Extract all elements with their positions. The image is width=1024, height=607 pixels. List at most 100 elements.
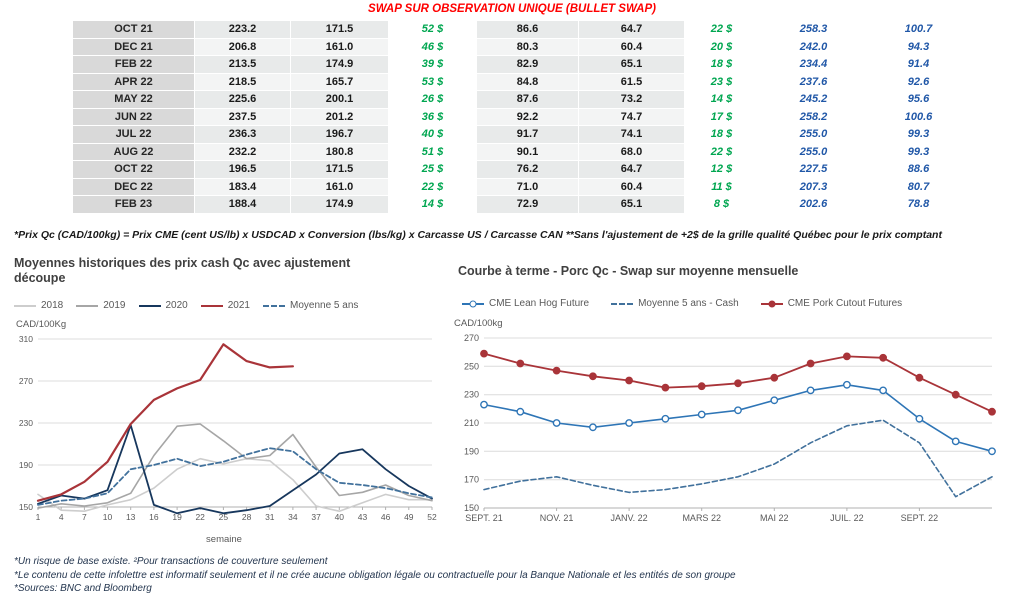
table-cell-value: 236.3 [194, 125, 291, 144]
svg-text:230: 230 [19, 418, 33, 428]
table-cell-value: 92.2 [476, 107, 579, 126]
table-footnote: *Prix Qc (CAD/100kg) = Prix CME (cent US… [14, 229, 942, 241]
legend-swatch [263, 304, 285, 307]
table-cell-value: 237.6 [758, 72, 869, 91]
table-row: JUN 22 237.5 201.2 36 $92.2 74.7 17 $258.2 100… [72, 107, 969, 126]
table-cell-value: 17 $ [684, 107, 759, 126]
table-row: OCT 22 196.5 171.5 25 $76.2 64.7 12 $227.5 88.… [72, 160, 969, 179]
table-cell-value: 14 $ [388, 195, 477, 214]
table-cell-value: 171.5 [290, 160, 389, 179]
table-cell-value: 73.2 [578, 90, 685, 109]
table-cell-value: 227.5 [758, 160, 869, 179]
legend-item-2018: 2018 [14, 300, 63, 311]
table-cell-value: 82.9 [476, 55, 579, 74]
table-cell-value: 90.1 [476, 142, 579, 161]
table-cell-value: 223.2 [194, 20, 291, 39]
table-cell-value: 91.4 [868, 55, 969, 74]
svg-text:7: 7 [82, 512, 87, 522]
svg-text:40: 40 [335, 512, 345, 522]
table-cell-value: 87.6 [476, 90, 579, 109]
table-cell-value: 86.6 [476, 20, 579, 39]
table-cell-value: 26 $ [388, 90, 477, 109]
svg-text:34: 34 [288, 512, 298, 522]
table-cell-value: 52 $ [388, 20, 477, 39]
table-cell-value: 65.1 [578, 55, 685, 74]
table-cell-value: 218.5 [194, 72, 291, 91]
table-cell-month: JUL 22 [72, 125, 195, 144]
table-cell-value: 255.0 [758, 125, 869, 144]
footnote-basis-risk: *Un risque de base existe. ²Pour transac… [14, 556, 328, 567]
table-cell-value: 12 $ [684, 160, 759, 179]
left-chart-title: Moyennes historiques des prix cash Qc av… [14, 256, 351, 285]
table-cell-value: 71.0 [476, 177, 579, 196]
footnote-disclaimer: *Le contenu de cette infolettre est info… [14, 569, 736, 581]
legend-label: 2019 [103, 300, 126, 311]
table-cell-month: OCT 21 [72, 20, 195, 39]
table-cell-value: 18 $ [684, 125, 759, 144]
table-cell-value: 258.3 [758, 20, 869, 39]
table-cell-value: 80.7 [868, 177, 969, 196]
svg-text:SEPT. 22: SEPT. 22 [901, 513, 939, 523]
legend-item-2019: 2019 [76, 300, 126, 311]
svg-text:13: 13 [126, 512, 136, 522]
svg-text:JANV. 22: JANV. 22 [610, 513, 647, 523]
svg-text:19: 19 [172, 512, 182, 522]
table-cell-month: DEC 21 [72, 37, 195, 56]
table-cell-value: 213.5 [194, 55, 291, 74]
svg-text:190: 190 [464, 446, 479, 456]
table-cell-value: 8 $ [684, 195, 759, 214]
table-cell-value: 180.8 [290, 142, 389, 161]
table-cell-value: 68.0 [578, 142, 685, 161]
legend-item-moyenne-5-ans-cash: Moyenne 5 ans - Cash [611, 298, 739, 309]
legend-swatch [14, 304, 36, 307]
table-cell-value: 92.6 [868, 72, 969, 91]
table-cell-value: 161.0 [290, 177, 389, 196]
table-cell-value: 225.6 [194, 90, 291, 109]
table-cell-value: 51 $ [388, 142, 477, 161]
table-cell-value: 245.2 [758, 90, 869, 109]
table-cell-value: 36 $ [388, 107, 477, 126]
right-chart-legend: CME Lean Hog Future Moyenne 5 ans - Cash C… [462, 298, 924, 309]
legend-marker-dot [768, 300, 776, 307]
table-cell-value: 196.5 [194, 160, 291, 179]
swap-table: OCT 21 223.2 171.5 52 $86.6 64.7 22 $258.3 100… [72, 20, 969, 214]
table-cell-value: 174.9 [290, 195, 389, 214]
table-cell-month: APR 22 [72, 72, 195, 91]
svg-text:JUIL. 22: JUIL. 22 [830, 513, 864, 523]
svg-text:4: 4 [59, 512, 64, 522]
footnote-sources: *Sources: BNC and Bloomberg [14, 583, 152, 594]
table-cell-value: 65.1 [578, 195, 685, 214]
right-chart-plot: 150 170 190 210 230 250 270 SEPT. 21 NOV. 21 JANV… [464, 333, 996, 523]
table-cell-value: 100.6 [868, 107, 969, 126]
svg-text:49: 49 [404, 512, 414, 522]
table-cell-value: 72.9 [476, 195, 579, 214]
table-cell-value: 207.3 [758, 177, 869, 196]
svg-text:46: 46 [381, 512, 391, 522]
table-cell-month: OCT 22 [72, 160, 195, 179]
bottom-footnotes: *Un risque de base existe. ²Pour transac… [14, 555, 1004, 596]
svg-text:SEPT. 21: SEPT. 21 [465, 513, 503, 523]
table-cell-value: 99.3 [868, 142, 969, 161]
legend-swatch [760, 300, 783, 307]
svg-text:22: 22 [195, 512, 205, 522]
left-chart-plot: 150 190 230 270 310 1 4 7 10 13 16 19 22 25 28 31 34 37 40… [19, 334, 437, 522]
table-cell-value: 60.4 [578, 37, 685, 56]
table-row: FEB 22 213.5 174.9 39 $82.9 65.1 18 $234.4 91.… [72, 55, 969, 74]
table-cell-value: 74.1 [578, 125, 685, 144]
table-cell-value: 99.3 [868, 125, 969, 144]
table-cell-value: 39 $ [388, 55, 477, 74]
table-cell-value: 161.0 [290, 37, 389, 56]
table-cell-value: 14 $ [684, 90, 759, 109]
table-cell-value: 95.6 [868, 90, 969, 109]
table-row: MAY 22 225.6 200.1 26 $87.6 73.2 14 $245.2 95.… [72, 90, 969, 109]
left-chart-legend: 2018 2019 2020 2021 Moyenne 5 ans [14, 300, 371, 311]
table-cell-value: 255.0 [758, 142, 869, 161]
legend-item-2021: 2021 [200, 300, 250, 311]
svg-text:43: 43 [358, 512, 368, 522]
table-cell-value: 76.2 [476, 160, 579, 179]
table-cell-value: 61.5 [578, 72, 685, 91]
legend-swatch [138, 304, 161, 307]
table-cell-value: 20 $ [684, 37, 759, 56]
table-cell-value: 74.7 [578, 107, 685, 126]
